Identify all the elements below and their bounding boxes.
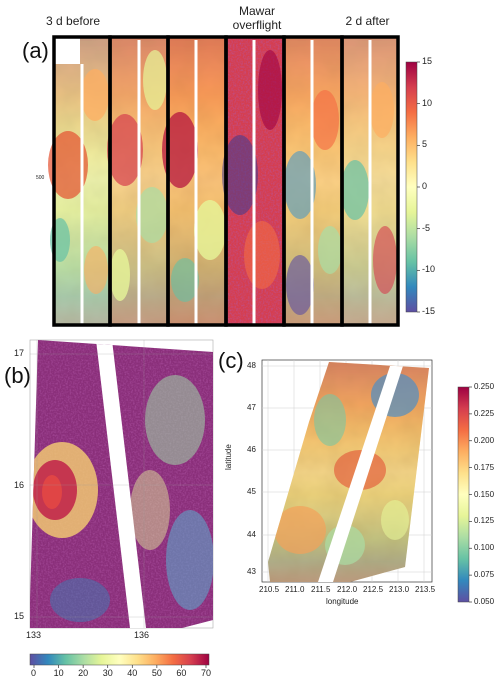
colorbar-b-tick-label: 50 [151,668,162,678]
colorbar-b-tick-label: 60 [176,668,187,678]
colorbar-b-tick-label: 0 [31,668,37,678]
colorbar-b-tick-label: 30 [102,668,113,678]
panel-c-xlabel: longitude [326,597,359,606]
panel-c-plot [261,359,433,583]
strip-2 [107,37,168,325]
strip-1 [48,37,110,325]
panel-c-ylabel: latitude [224,444,233,470]
panel-c-xtick: 211.0 [285,585,305,594]
colorbar-a-tick-label: 5 [422,139,428,150]
header-2d-after: 2 d after [345,14,390,28]
panel-c-xtick: 211.5 [311,585,331,594]
colorbar-c-tick-label: 0.150 [474,489,495,499]
panel-c-ytick: 47 [247,403,256,412]
colorbar-b-tick-label: 40 [127,668,138,678]
panel-b-xtick: 133 [26,630,42,640]
colorbar-b-tick-label: 20 [78,668,89,678]
strip-6 [341,37,398,325]
colorbar-c-tick-label: 0.175 [474,462,495,472]
colorbar-a-tick-label: 10 [422,97,433,108]
panel-c-xtick: 210.5 [259,585,280,594]
colorbar-a-tick-label: 0 [422,181,428,191]
colorbar-c-tick-label: 0.250 [474,382,495,391]
panel-c-ytick: 44 [247,530,256,539]
strip-4 [222,37,284,325]
header-3d-before: 3 d before [46,14,101,28]
panel-a-label: (a) [22,38,49,63]
colorbar-c-tick-label: 0.125 [474,516,495,526]
panel-b-label: (b) [4,363,31,388]
panel-c-label: (c) [218,348,244,373]
header-mawar-overflight: Mawar overflight [232,4,282,32]
colorbar-c [457,386,470,603]
panel-a-small-tick: 500 [36,175,45,181]
colorbar-c-tick-label: 0.200 [474,435,495,445]
colorbar-b-ticks [33,665,207,668]
colorbar-c-tick-label: 0.225 [474,408,495,418]
colorbar-a-tick-label: 15 [422,56,433,66]
colorbar-c-ticks [469,386,472,603]
colorbar-c-tick-label: 0.050 [474,597,495,606]
panel-b-ytick: 15 [14,611,25,621]
strip-frames [52,35,400,327]
colorbar-b [29,653,210,666]
panel-c-xtick: 213.5 [415,585,436,594]
colorbar-a-tick-label: -5 [422,222,431,233]
colorbar-a-tick-label: -15 [422,306,436,316]
panel-c-ytick: 45 [247,487,256,496]
strip-3 [162,37,226,325]
panel-a-maps [48,35,400,327]
panel-b-ytick: 17 [14,348,25,358]
colorbar-a-ticks [417,61,420,313]
colorbar-b-tick-label: 70 [201,668,212,678]
strip-5 [284,37,342,325]
panel-c-ytick: 48 [247,361,256,370]
panel-c-xtick: 212.0 [337,585,358,594]
colorbar-c-tick-label: 0.075 [474,570,495,580]
panel-c-xtick: 212.5 [363,585,384,594]
panel-c-ytick: 43 [247,567,256,576]
colorbar-a [405,61,418,313]
panel-b-map [29,339,214,629]
panel-b-xtick: 136 [134,630,150,640]
panel-b-ytick: 16 [14,480,25,490]
colorbar-c-tick-label: 0.100 [474,543,495,553]
colorbar-b-tick-label: 10 [53,668,64,678]
panel-c-xtick: 213.0 [389,585,410,594]
panel-c-ytick: 46 [247,445,256,454]
colorbar-a-tick-label: -10 [422,264,436,275]
